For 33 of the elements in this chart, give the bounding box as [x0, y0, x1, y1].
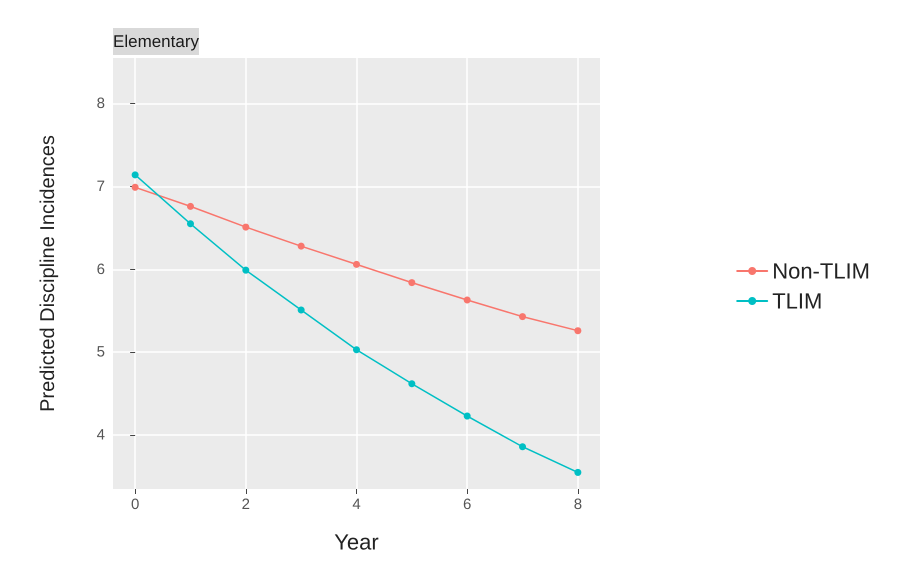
y-tick-label: 8 — [96, 95, 105, 112]
y-tick-label: 5 — [96, 344, 105, 361]
point — [298, 242, 305, 250]
point — [464, 412, 471, 420]
legend-label: Non-TLIM — [772, 258, 870, 284]
point — [242, 266, 250, 274]
y-tick-label: 4 — [96, 426, 105, 444]
x-tick-label: 4 — [352, 496, 361, 513]
point — [186, 220, 194, 228]
legend-label: TLIM — [772, 288, 822, 314]
y-tick-label: 7 — [96, 178, 105, 195]
point — [353, 346, 360, 354]
point — [408, 380, 416, 388]
point — [519, 443, 526, 450]
point — [132, 184, 139, 191]
point — [464, 296, 471, 304]
point — [298, 306, 305, 314]
x-tick-label: 2 — [242, 496, 250, 513]
point — [242, 224, 250, 231]
point — [353, 260, 360, 268]
point — [574, 327, 582, 334]
chart-title: Elementary — [113, 32, 200, 51]
point — [132, 171, 139, 178]
point — [408, 279, 416, 286]
point — [186, 202, 194, 210]
x-tick-label: 0 — [130, 496, 140, 513]
x-tick-label: 6 — [463, 496, 472, 513]
y-axis-title: Predicted Discipline Incidences — [37, 135, 59, 412]
point — [519, 313, 526, 320]
y-tick-label: 6 — [96, 260, 105, 278]
x-axis-title: Year — [334, 530, 379, 554]
x-tick-label: 8 — [574, 496, 582, 513]
point — [574, 468, 582, 476]
